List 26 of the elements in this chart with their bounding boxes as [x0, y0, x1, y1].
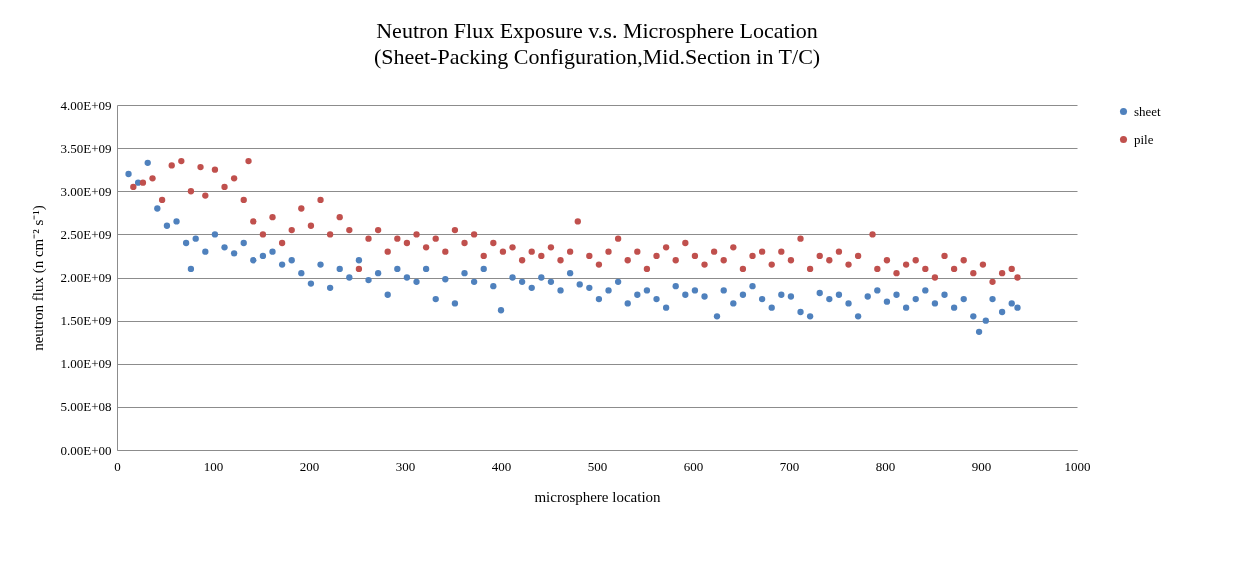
legend-label: sheet	[1134, 103, 1162, 119]
y-tick-label: 1.00E+09	[60, 356, 112, 372]
y-tick-label: 4.00E+09	[60, 97, 112, 113]
y-tick-label: 5.00E+08	[60, 399, 112, 415]
x-tick-label: 500	[587, 458, 608, 474]
x-tick-label: 600	[683, 458, 704, 474]
y-axis-title: neutron flux (n cm⁻² s⁻¹)	[30, 205, 48, 351]
x-tick-label: 400	[491, 458, 512, 474]
chart-subtitle: (Sheet-Packing Configuration,Mid.Section in T/C)	[373, 44, 821, 69]
x-tick-label: 0	[114, 458, 121, 474]
x-tick-label: 100	[203, 458, 224, 474]
y-tick-label: 3.00E+09	[60, 183, 112, 199]
y-tick-label: 3.50E+09	[60, 140, 112, 156]
y-tick-label: 1.50E+09	[60, 313, 112, 329]
x-tick-label: 200	[299, 458, 320, 474]
y-tick-label: 2.50E+09	[60, 226, 112, 242]
chart-title: Neutron Flux Exposure v.s. Microsphere Location	[376, 18, 818, 43]
x-tick-label: 900	[971, 458, 992, 474]
x-tick-label: 800	[875, 458, 896, 474]
x-axis-title: microsphere location	[534, 488, 662, 505]
y-tick-label: 2.00E+09	[60, 270, 112, 285]
x-tick-label: 300	[395, 458, 416, 474]
x-tick-label: 700	[779, 458, 800, 474]
legend-label: pile	[1134, 131, 1154, 147]
x-tick-label: 1000	[1064, 458, 1091, 474]
y-tick-label: 0.00E+00	[60, 442, 112, 458]
